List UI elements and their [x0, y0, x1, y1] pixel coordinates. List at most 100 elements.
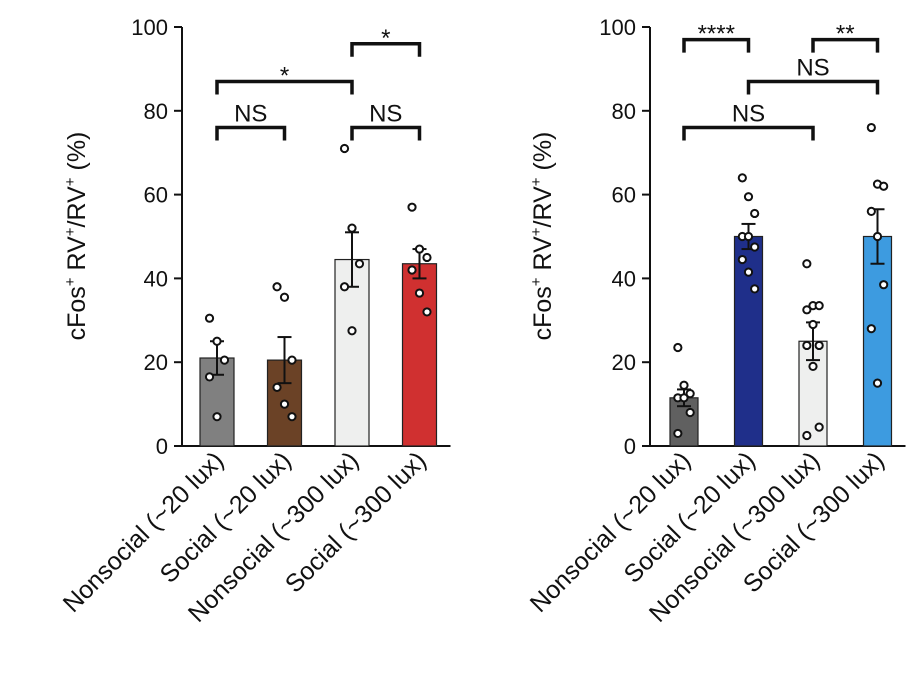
data-point	[287, 355, 297, 365]
data-point	[802, 340, 812, 351]
significance-bracket	[350, 42, 422, 57]
data-point	[422, 307, 432, 317]
data-point	[802, 430, 812, 441]
data-point	[743, 231, 754, 242]
data-point	[212, 412, 222, 422]
data-point	[814, 301, 824, 311]
data-point	[750, 284, 760, 294]
data-point	[808, 361, 818, 371]
significance-bracket	[215, 79, 354, 95]
data-point	[814, 340, 824, 351]
data-point	[422, 252, 432, 263]
y-tick-label: 60	[612, 183, 636, 208]
data-point	[737, 254, 747, 265]
data-point	[872, 231, 883, 242]
significance-label: NS	[732, 101, 765, 128]
significance-bracket	[682, 125, 815, 141]
data-point	[879, 181, 889, 191]
y-title-superscript: +	[528, 227, 545, 236]
significance-label: *	[381, 25, 390, 52]
data-point	[802, 259, 812, 269]
data-point	[814, 422, 824, 432]
data-point	[685, 389, 695, 399]
data-point	[866, 206, 876, 216]
data-point	[407, 202, 417, 212]
data-point	[354, 259, 365, 269]
data-point	[879, 280, 889, 290]
bar	[334, 258, 370, 447]
y-tick-label: 20	[144, 350, 168, 375]
data-point	[347, 223, 357, 233]
y-tick-label: 40	[144, 266, 168, 291]
data-point	[347, 326, 357, 336]
data-point	[414, 244, 425, 254]
y-title-segment: /RV	[63, 186, 91, 228]
data-point	[737, 173, 747, 183]
y-axis-title: cFos+ RV+/RV+ (%)	[528, 132, 557, 341]
y-title-superscript: +	[62, 277, 79, 286]
y-axis-title: cFos+ RV+/RV+ (%)	[62, 132, 91, 341]
bar	[862, 235, 893, 447]
y-title-segment: (%)	[63, 132, 91, 178]
y-title-segment: cFos	[63, 286, 91, 340]
data-point	[750, 208, 760, 219]
data-point	[872, 378, 883, 388]
data-point	[279, 399, 290, 409]
y-tick-label: 80	[612, 99, 636, 124]
data-point	[279, 292, 290, 302]
significance-bracket	[350, 125, 422, 141]
significance-label: *	[280, 62, 289, 89]
y-tick-label: 100	[131, 15, 168, 40]
data-point	[808, 319, 818, 330]
significance-bracket	[746, 79, 880, 95]
data-point	[272, 282, 282, 292]
data-point	[212, 336, 222, 346]
data-point	[866, 122, 876, 133]
data-point	[339, 282, 350, 292]
data-point	[219, 355, 230, 365]
y-tick-label: 20	[612, 350, 636, 375]
y-title-superscript: +	[62, 177, 79, 186]
data-point	[407, 265, 417, 275]
significance-label: NS	[234, 101, 267, 128]
data-point	[743, 267, 754, 277]
data-point	[673, 342, 683, 353]
y-tick-label: 100	[599, 15, 636, 40]
y-tick-label: 0	[624, 434, 636, 459]
data-point	[204, 313, 215, 323]
y-title-superscript: +	[528, 277, 545, 286]
y-tick-label: 60	[144, 183, 168, 208]
data-point	[287, 412, 297, 422]
significance-label: ****	[698, 21, 735, 48]
y-title-superscript: +	[528, 177, 545, 186]
y-tick-label: 40	[612, 266, 636, 291]
y-title-superscript: +	[62, 227, 79, 236]
data-point	[743, 192, 754, 202]
y-tick-label: 0	[156, 434, 168, 459]
y-title-segment: /RV	[529, 186, 557, 228]
data-point	[866, 324, 876, 334]
significance-bracket	[215, 125, 287, 141]
data-point	[204, 372, 215, 382]
data-point	[673, 428, 683, 439]
data-point	[750, 242, 760, 252]
data-point	[414, 288, 425, 298]
y-title-segment: RV	[63, 236, 91, 278]
significance-label: **	[836, 21, 855, 48]
y-tick-label: 80	[144, 99, 168, 124]
data-point	[802, 305, 812, 315]
data-point	[679, 380, 689, 390]
data-point	[679, 393, 689, 403]
y-title-segment: cFos	[529, 286, 557, 340]
y-title-segment: (%)	[529, 132, 557, 178]
significance-label: NS	[369, 101, 402, 128]
significance-bracket	[682, 37, 751, 53]
significance-bracket	[811, 37, 880, 53]
data-point	[339, 143, 350, 154]
data-point	[685, 407, 695, 418]
significance-label: NS	[796, 54, 829, 81]
data-point	[272, 382, 282, 392]
